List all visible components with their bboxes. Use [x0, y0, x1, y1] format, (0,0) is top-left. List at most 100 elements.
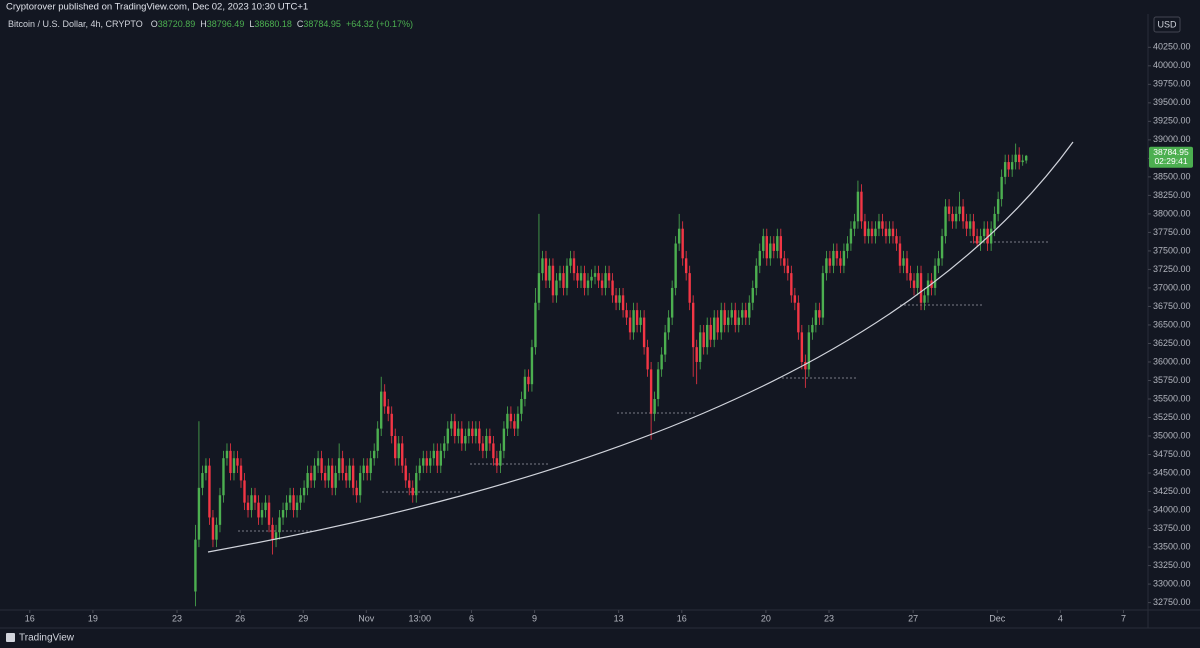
candle-body	[387, 406, 390, 414]
candle-body	[800, 332, 804, 362]
y-tick-label: 37500.00	[1153, 245, 1191, 255]
candle-body	[520, 398, 523, 414]
candle-body	[481, 443, 485, 451]
candle-body	[555, 280, 558, 296]
candle-body	[362, 465, 365, 474]
candle-body	[912, 280, 916, 288]
candle-body	[320, 458, 323, 474]
candle-body	[884, 228, 888, 237]
candle-body	[243, 480, 246, 503]
candle-body	[562, 273, 565, 288]
y-tick-label: 39000.00	[1153, 134, 1191, 144]
x-tick-label: 26	[235, 613, 245, 623]
candle-body	[495, 458, 499, 466]
candle-body	[376, 428, 379, 451]
candle-body	[225, 450, 229, 459]
x-tick-label: 9	[532, 613, 537, 623]
candle-body	[898, 243, 902, 266]
publisher: Cryptorover published on TradingView.com…	[6, 2, 308, 13]
candle-body	[877, 221, 881, 229]
candle-body	[951, 213, 954, 222]
y-tick-label: 38250.00	[1153, 190, 1191, 200]
candle-body	[944, 206, 947, 237]
legend-value: 38680.18	[254, 19, 292, 29]
y-tick-label: 36500.00	[1153, 319, 1191, 329]
candle-body	[916, 273, 919, 288]
candle-body	[274, 532, 278, 540]
candle-body	[937, 258, 940, 266]
candle-body	[713, 317, 716, 340]
candle-body	[621, 295, 625, 311]
x-tick-label: 4	[1058, 613, 1063, 623]
legend-value: 38720.89	[158, 19, 196, 29]
y-tick-label: 34750.00	[1153, 449, 1191, 459]
y-tick-label: 39750.00	[1153, 79, 1191, 89]
candle-body	[246, 502, 250, 511]
candle-body	[867, 228, 870, 237]
candle-body	[972, 221, 975, 237]
candle-body	[723, 310, 726, 325]
candle-body	[790, 273, 793, 296]
candle-body	[670, 287, 674, 318]
candle-body	[250, 495, 253, 511]
candle-body	[316, 458, 320, 466]
candle-body	[439, 450, 442, 466]
candle-body	[698, 332, 702, 362]
candle-body	[222, 458, 225, 496]
candle-body	[695, 347, 698, 362]
candle-body	[1017, 154, 1021, 163]
candle-body	[551, 265, 555, 296]
candle-body	[492, 443, 495, 459]
y-tick-label: 34500.00	[1153, 467, 1191, 477]
y-tick-label: 39250.00	[1153, 116, 1191, 126]
candle-body	[688, 273, 691, 303]
candle-body	[309, 473, 313, 481]
candle-body	[807, 332, 811, 370]
candle-body	[727, 317, 730, 325]
candle-body	[383, 391, 386, 407]
candle-body	[365, 465, 369, 474]
candle-body	[355, 487, 358, 496]
candle-body	[211, 517, 215, 540]
candle-body	[730, 310, 733, 318]
candle-body	[835, 250, 839, 259]
candle-body	[201, 473, 204, 488]
candle-body	[372, 450, 376, 459]
candle-body	[499, 450, 502, 466]
candle-body	[975, 236, 979, 244]
currency-box	[1153, 16, 1181, 33]
candle-body	[292, 495, 295, 511]
candle-body	[586, 280, 590, 288]
candle-body	[530, 347, 534, 385]
candle-body	[846, 243, 849, 251]
candle-body	[527, 376, 530, 385]
candle-body	[933, 265, 937, 288]
candle-body	[783, 258, 786, 266]
candle-body	[1014, 154, 1017, 163]
candle-body	[632, 310, 635, 333]
candle-body	[579, 273, 583, 281]
y-tick-label: 36250.00	[1153, 338, 1191, 348]
candle-body	[1024, 155, 1028, 161]
candle-body	[895, 236, 898, 244]
candle-body	[478, 428, 481, 444]
y-tick-label: 39500.00	[1153, 97, 1191, 107]
candle-body	[453, 421, 457, 437]
candle-body	[569, 258, 572, 266]
y-tick-label: 36000.00	[1153, 356, 1191, 366]
candle-body	[208, 465, 211, 518]
y-tick-label: 33250.00	[1153, 560, 1191, 570]
candle-body	[741, 310, 744, 318]
candle-body	[776, 236, 779, 251]
candle-body	[881, 221, 884, 229]
candle-body	[660, 354, 663, 370]
candle-body	[786, 265, 790, 274]
candle-body	[762, 236, 765, 251]
candle-body	[271, 524, 274, 540]
candle-body	[667, 317, 670, 333]
candle-body	[415, 473, 418, 496]
candle-body	[702, 332, 705, 348]
candle-body	[485, 436, 488, 451]
x-tick-label: 16	[677, 613, 687, 623]
